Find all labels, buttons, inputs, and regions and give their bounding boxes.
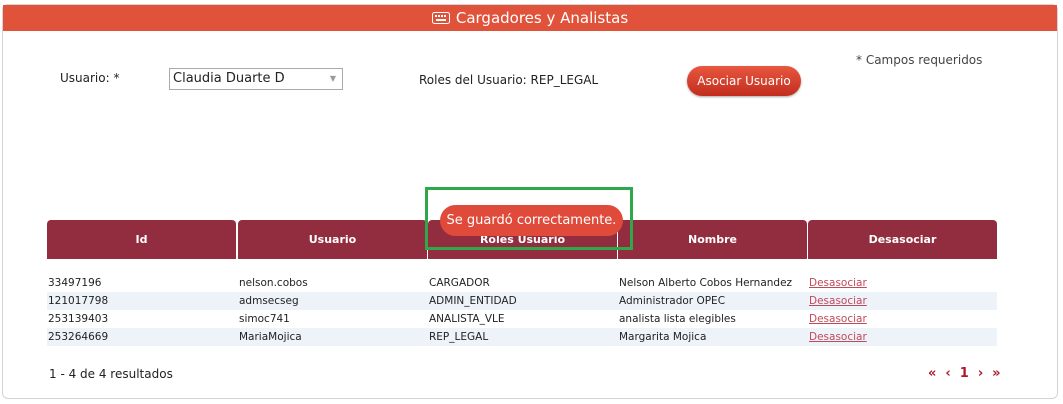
pager-item[interactable]: ‹	[945, 366, 951, 381]
table-cell: analista lista elegibles	[619, 313, 736, 325]
usuario-label: Usuario: *	[60, 71, 120, 85]
table-cell: 33497196	[48, 277, 102, 289]
column-header: Roles Usuario	[428, 220, 617, 259]
header-title: Cargadores y Analistas	[455, 9, 629, 27]
table-cell: Nelson Alberto Cobos Hernandez	[619, 277, 793, 289]
table-cell: 253264669	[48, 331, 109, 343]
table-cell: ANALISTA_VLE	[429, 313, 505, 325]
table-cell: Administrador OPEC	[619, 295, 726, 307]
highlight-box	[425, 187, 633, 250]
table-row: 33497196 nelson.cobos CARGADOR Nelson Alber…	[47, 274, 997, 292]
table-cell: admsecseg	[239, 295, 299, 307]
column-header: Id	[47, 220, 236, 259]
table-cell: CARGADOR	[429, 277, 490, 289]
unlink-link[interactable]: Desasociar	[809, 331, 867, 343]
pager-item[interactable]: ›	[977, 366, 984, 381]
unlink-link[interactable]: Desasociar	[809, 313, 867, 325]
panel	[2, 4, 1058, 399]
required-note: * Campos requeridos	[856, 53, 983, 67]
toast: Se guardó correctamente.	[440, 205, 623, 236]
table-cell: REP_LEGAL	[429, 331, 489, 343]
user-select[interactable]: Claudia Duarte D ▼	[169, 68, 343, 90]
table-row: 253264669 MariaMojica REP_LEGAL Margarita M…	[47, 328, 997, 346]
table-row: 121017798 admsecseg ADMIN_ENTIDAD Administr…	[47, 292, 997, 310]
table-cell: 253139403	[48, 313, 109, 325]
pager-item[interactable]: »	[992, 366, 1001, 381]
associate-button[interactable]: Asociar Usuario	[687, 66, 801, 96]
column-header: Nombre	[618, 220, 807, 259]
pager-item[interactable]: «	[928, 366, 937, 381]
table-cell: Margarita Mojica	[619, 331, 707, 343]
pagination: « ‹ 1 › »	[928, 366, 1001, 381]
table-cell: simoc741	[239, 313, 290, 325]
roles-label: Roles del Usuario:	[419, 73, 527, 87]
unlink-link[interactable]: Desasociar	[809, 277, 867, 289]
select-caret: ▼	[329, 74, 337, 83]
table-cell: ADMIN_ENTIDAD	[429, 295, 517, 307]
selected-user: Claudia Duarte D	[173, 71, 285, 86]
roles: Roles del Usuario: REP_LEGAL	[419, 73, 598, 87]
results-count: 1 - 4 de 4 resultados	[49, 367, 173, 381]
header-bar: Cargadores y Analistas	[3, 5, 1057, 31]
keyboard-icon	[431, 12, 450, 24]
table-cell: nelson.cobos	[239, 277, 308, 289]
table-cell: MariaMojica	[239, 331, 302, 343]
table-row: 253139403 simoc741 ANALISTA_VLE analista li…	[47, 310, 997, 328]
column-header: Desasociar	[808, 220, 997, 259]
unlink-link[interactable]: Desasociar	[809, 295, 867, 307]
column-header: Usuario	[238, 220, 427, 259]
roles-value: REP_LEGAL	[530, 73, 599, 87]
table-cell: 121017798	[48, 295, 109, 307]
pager-item[interactable]: 1	[959, 366, 969, 381]
